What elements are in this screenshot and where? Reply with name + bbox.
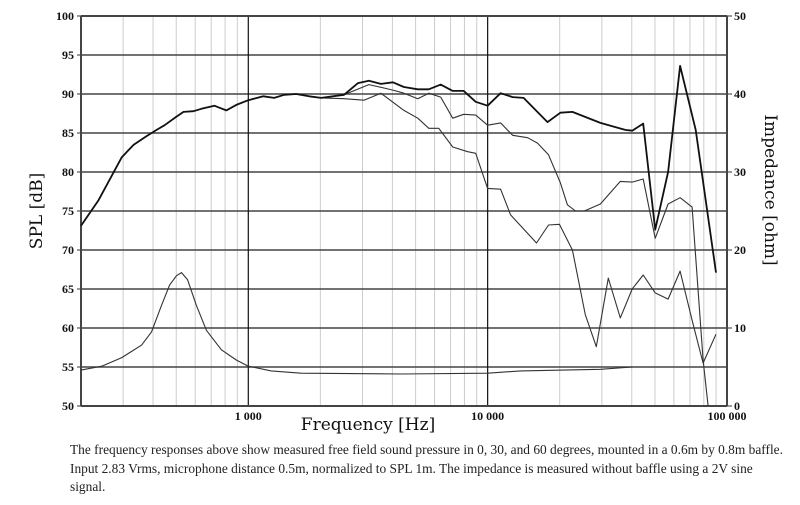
figure-caption: The frequency responses above show measu… xyxy=(70,442,783,494)
y-tick-label: 60 xyxy=(62,321,74,335)
y-tick-label: 65 xyxy=(62,282,74,296)
series-group xyxy=(80,65,717,407)
y-tick-label: 55 xyxy=(62,360,74,374)
y2-tick-label: 30 xyxy=(734,165,746,179)
y-tick-label: 80 xyxy=(62,165,74,179)
y-tick-label: 75 xyxy=(62,204,74,218)
grid xyxy=(77,15,732,407)
y-tick-label: 95 xyxy=(62,48,74,62)
spl-0deg-line xyxy=(80,65,717,273)
x-tick-label: 1 000 xyxy=(235,409,262,423)
y-tick-label: 70 xyxy=(62,243,74,257)
y2-tick-label: 0 xyxy=(734,399,740,413)
y-tick-label: 50 xyxy=(62,399,74,413)
y2-tick-label: 40 xyxy=(734,87,746,101)
y2-tick-label: 10 xyxy=(734,321,746,335)
y2-tick-label: 50 xyxy=(734,9,746,23)
x-tick-label: 10 000 xyxy=(471,409,504,423)
y2-axis-label: Impedance [ohm] xyxy=(760,114,780,265)
x-tick-label: 100 000 xyxy=(708,409,747,423)
impedance-line xyxy=(80,272,633,375)
y-tick-label: 90 xyxy=(62,87,74,101)
tick-labels: 50 55 60 65 70 75 80 85 90 95 100 0 10 20 30 40 50 1 000 1… xyxy=(56,9,747,423)
y-tick-label: 100 xyxy=(56,9,74,23)
y2-tick-label: 20 xyxy=(734,243,746,257)
y-tick-label: 85 xyxy=(62,126,74,140)
x-axis-label: Frequency [Hz] xyxy=(301,415,435,435)
y-axis-label: SPL [dB] xyxy=(27,173,47,249)
